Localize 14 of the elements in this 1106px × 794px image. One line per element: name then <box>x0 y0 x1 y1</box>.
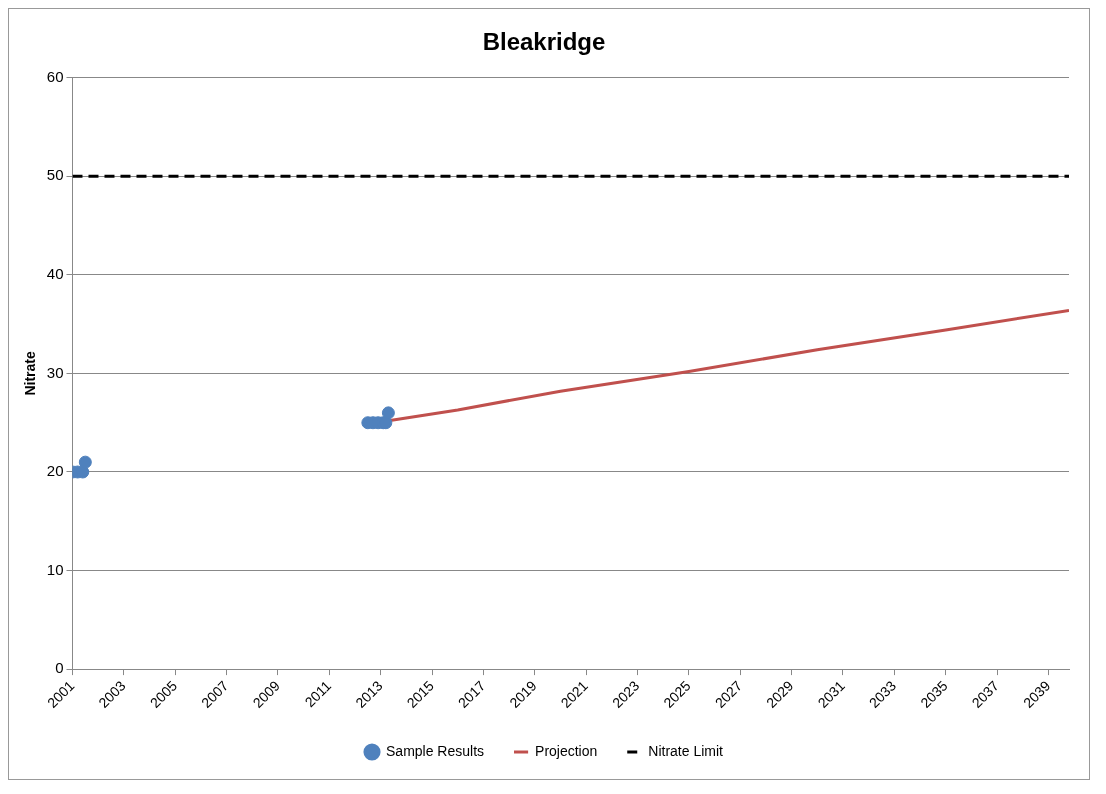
y-tick-label: 10 <box>46 560 64 578</box>
point <box>78 455 92 469</box>
y-tick-label: 40 <box>46 265 64 283</box>
y-tick-label: 60 <box>46 67 64 85</box>
point <box>381 406 395 420</box>
y-tick-label: 20 <box>46 462 64 480</box>
legend-label: Sample Results <box>386 742 485 759</box>
y-tick-label: 30 <box>46 363 64 381</box>
legend-label: Projection <box>535 742 598 759</box>
legend-label: Nitrate Limit <box>648 742 724 759</box>
chart-title: Bleakridge <box>482 28 606 56</box>
y-tick-label: 0 <box>55 659 64 677</box>
y-tick-label: 50 <box>46 166 64 184</box>
y-axis-title: Nitrate <box>22 351 39 396</box>
